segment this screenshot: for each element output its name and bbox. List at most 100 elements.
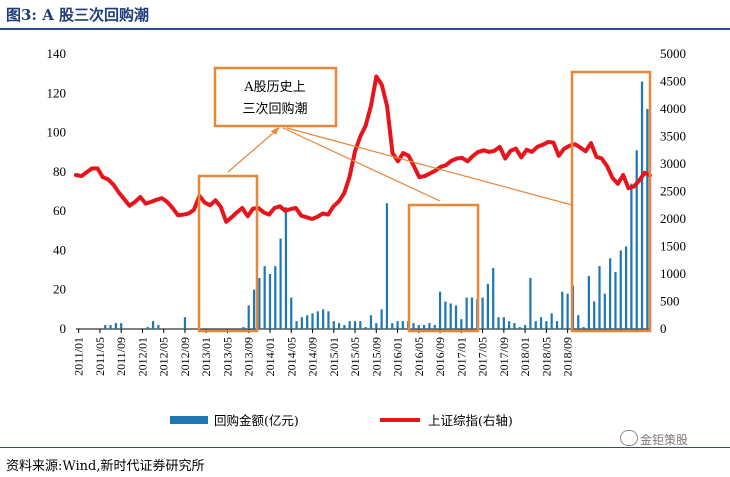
bar [566,293,569,329]
bar [120,323,123,329]
bar [630,183,633,329]
annotation-line1: A股历史上 [243,80,305,95]
bar [104,325,107,329]
bar [523,325,527,329]
x-tick-label: 2018/01 [518,337,532,376]
x-tick-label: 2018/05 [539,337,553,376]
bar [481,297,484,329]
bar [327,311,330,329]
x-tick-label: 2017/09 [497,337,511,376]
y-right-tick-label: 3500 [660,129,686,144]
bar [593,301,596,329]
bar [518,327,521,329]
bar [539,317,543,329]
bar [640,81,644,329]
bar [311,313,314,329]
y-left-tick-label: 0 [60,321,67,336]
bar [364,327,367,329]
bar [465,297,468,329]
y-left-tick-label: 120 [47,85,67,100]
bar [295,321,298,329]
bar [534,321,537,329]
annotation-line2: 三次回购潮 [242,101,307,117]
bar [242,327,245,329]
bar [157,325,160,329]
bar [284,207,288,329]
bar [582,327,585,329]
bar [258,277,261,329]
x-tick-label: 2014/01 [263,337,277,376]
x-tick-label: 2013/01 [199,337,213,376]
x-tick-label: 2013/05 [220,337,234,376]
bar [252,289,256,329]
y-left-tick-label: 80 [53,164,66,179]
y-left-tick-label: 100 [47,125,67,140]
arrow-to-2018 [286,127,573,206]
line-series [74,74,652,224]
bar [529,277,532,329]
bar [438,291,442,329]
bar [624,246,628,329]
y-left-tick-label: 40 [53,242,66,257]
y-left-tick-label: 140 [47,46,67,61]
y-right-tick-label: 2500 [660,184,686,199]
bar [635,150,638,329]
legend-bar-label: 回购金额(亿元) [214,413,299,428]
bar [247,305,250,329]
bar [183,317,187,329]
y-right-tick-label: 1500 [660,239,686,254]
x-tick-label: 2012/09 [178,337,192,376]
highlight-boxes: A股历史上 三次回购潮 [197,66,652,333]
bar [274,266,277,329]
bar [263,266,266,329]
bar [268,274,272,329]
title-bar: 图3: A 股三次回购潮 [0,0,730,30]
bar [508,321,511,329]
wechat-icon [620,430,638,446]
bar [609,258,612,329]
bar [492,268,495,329]
bar [449,303,452,329]
bar [603,293,606,329]
bar [380,309,383,329]
bar [433,325,436,329]
axes: 0 20 40 60 80 100 120 140 0 500 1000 1500 2000 2500 30… [47,46,687,376]
x-tick-label: 2017/01 [454,337,468,376]
y-left-tick-label: 60 [53,203,66,218]
bar [369,315,373,329]
y-right-tick-label: 5000 [660,46,686,61]
bar [151,321,155,329]
bar [146,327,149,329]
x-tick-label: 2011/01 [72,337,86,376]
bar [359,321,362,329]
bar [470,297,474,329]
source-note: 资料来源:Wind,新时代证券研究所 [6,459,205,474]
y-right-tick-label: 1000 [660,266,686,281]
y-right-tick-label: 2000 [660,211,686,226]
arrow-to-2012 [227,127,280,173]
x-tick-label: 2016/05 [412,337,426,376]
x-tick-label: 2015/09 [369,337,383,376]
bar [279,238,282,329]
index-line [74,74,652,224]
x-tick-label: 2015/01 [327,337,341,376]
y-right-tick-label: 3000 [660,156,686,171]
x-tick-label: 2011/05 [93,337,107,376]
bar [619,250,622,329]
watermark: 金钜策股 [640,433,689,447]
x-tick-label: 2012/01 [135,337,149,376]
y-right-tick-label: 0 [660,321,667,336]
bar [306,315,309,329]
bar [460,319,463,329]
bar-series [104,81,649,329]
bar [412,323,415,329]
bar [343,325,346,329]
bar [290,297,293,329]
chart-title: 图3: A 股三次回购潮 [6,6,150,24]
bar [577,315,580,329]
bar [417,325,420,329]
legend-bar-swatch [170,416,208,424]
legend-line-label: 上证综指(右轴) [428,413,513,428]
y-right-tick-label: 500 [660,294,680,309]
x-tick-label: 2016/09 [433,337,447,376]
